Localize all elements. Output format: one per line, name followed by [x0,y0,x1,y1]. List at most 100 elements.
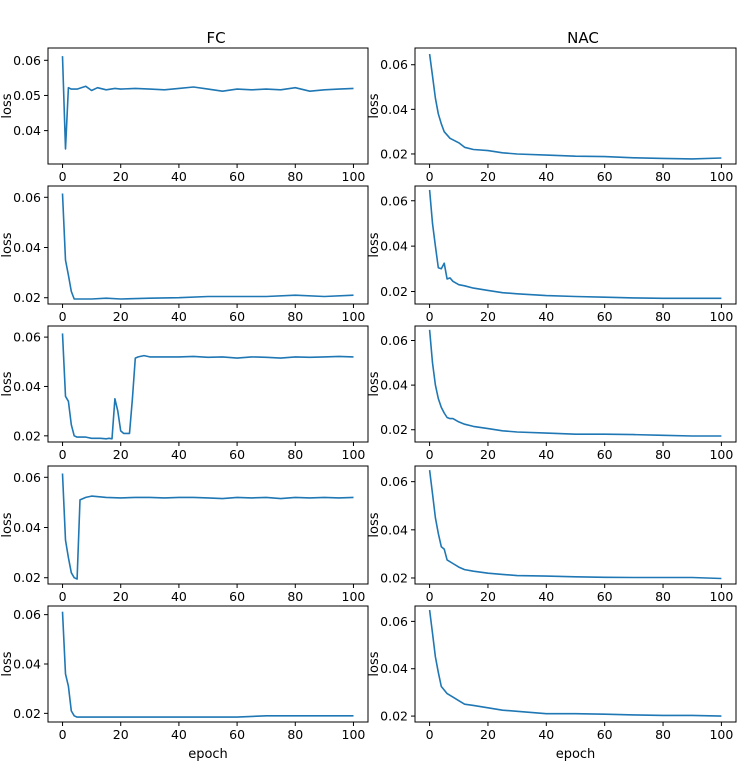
x-tick-label: 20 [480,309,496,324]
y-axis-label: loss [367,232,382,257]
y-axis-label: loss [0,512,15,537]
subplot-5-nac: 0 20 40 60 80 100 0.02 0.04 0.06 loss epoch [367,605,737,762]
y-tick-label: 0.04 [13,379,41,394]
x-tick-label: 40 [538,447,554,462]
loss-series-line [428,189,722,300]
x-tick-label: 100 [709,309,733,324]
axes-frame [414,605,737,723]
y-tick-label: 0.04 [380,522,408,537]
x-tick-label: 100 [709,589,733,604]
y-tick-label: 0.06 [380,474,408,489]
y-tick-label: 0.02 [380,284,408,299]
x-tick-label: 60 [597,309,613,324]
x-tick-label: 60 [229,447,245,462]
axes-frame [47,325,369,443]
y-tick-label: 0.06 [13,607,41,622]
x-tick-label: 100 [342,447,366,462]
x-tick-label: 80 [655,447,671,462]
y-axis-label: loss [0,371,15,396]
loss-series-line [428,329,722,437]
x-tick-label: 20 [113,589,129,604]
subplot-1-nac: 0 20 40 60 80 100 0.02 0.04 0.06 loss [367,47,737,184]
x-tick-label: 80 [287,589,303,604]
x-tick-label: 20 [113,447,129,462]
loss-series-line [61,473,354,580]
y-tick-label: 0.04 [380,102,408,117]
x-tick-label: 60 [229,169,245,184]
loss-series-line [428,609,722,717]
subplot-5-fc: 0 20 40 60 80 100 0.02 0.04 0.06 loss epoch [0,605,369,762]
y-tick-label: 0.05 [13,88,41,103]
x-tick-label: 80 [655,169,671,184]
subplot-4-nac: 0 20 40 60 80 100 0.02 0.04 0.06 loss [367,465,737,604]
x-tick-label: 40 [538,727,554,742]
y-tick-label: 0.02 [380,570,408,585]
x-tick-label: 40 [538,309,554,324]
y-tick-label: 0.06 [13,470,41,485]
subplot-1-fc: 0 20 40 60 80 100 0.04 0.05 0.06 loss [0,47,369,184]
axes-frame [47,185,369,305]
subplot-4-fc: 0 20 40 60 80 100 0.02 0.04 0.06 loss [0,465,369,604]
x-tick-label: 20 [480,727,496,742]
y-tick-label: 0.02 [13,706,41,721]
y-axis-label: loss [367,651,382,676]
x-tick-label: 20 [480,447,496,462]
loss-series-line [61,56,354,150]
y-tick-label: 0.04 [380,239,408,254]
loss-series-line [428,53,722,160]
y-tick-label: 0.02 [380,422,408,437]
x-tick-label: 40 [538,169,554,184]
axes-frame [414,185,737,305]
x-tick-label: 40 [538,589,554,604]
x-tick-label: 40 [171,309,187,324]
x-tick-label: 100 [709,727,733,742]
x-tick-label: 60 [597,727,613,742]
x-axis-label: epoch [556,747,596,762]
y-tick-label: 0.06 [380,614,408,629]
y-axis-label: loss [367,512,382,537]
loss-series-line [61,193,354,300]
axes-frame [47,465,369,585]
subplot-2-fc: 0 20 40 60 80 100 0.02 0.04 0.06 loss [0,185,369,324]
x-tick-label: 60 [229,309,245,324]
x-tick-label: 20 [113,169,129,184]
y-axis-label: loss [0,93,15,118]
y-tick-label: 0.06 [13,53,41,68]
x-tick-label: 80 [655,589,671,604]
y-tick-label: 0.02 [380,709,408,724]
y-axis-label: loss [367,93,382,118]
y-tick-label: 0.02 [380,146,408,161]
x-tick-label: 100 [342,309,366,324]
x-tick-label: 0 [426,727,434,742]
x-tick-label: 0 [59,309,67,324]
y-axis-label: loss [367,371,382,396]
x-tick-label: 0 [426,309,434,324]
subplot-3-fc: 0 20 40 60 80 100 0.02 0.04 0.06 loss [0,325,369,462]
y-tick-label: 0.04 [13,240,41,255]
subplot-grid: 0 20 40 60 80 100 0.04 0.05 0.06 loss 0 20 40 60 80 100… [0,47,737,762]
y-axis-label: loss [0,651,15,676]
x-tick-label: 100 [342,589,366,604]
loss-series-line [428,470,722,580]
column-title-fc: FC [206,29,225,47]
axes-frame [414,465,737,585]
x-tick-label: 60 [229,727,245,742]
y-tick-label: 0.02 [13,290,41,305]
x-tick-label: 60 [597,589,613,604]
axes-frame [414,325,737,443]
y-tick-label: 0.06 [380,333,408,348]
y-axis-label: loss [0,232,15,257]
loss-series-line [61,333,354,440]
x-tick-label: 20 [480,169,496,184]
x-tick-label: 0 [426,169,434,184]
x-tick-label: 40 [171,169,187,184]
x-tick-label: 0 [59,727,67,742]
y-tick-label: 0.06 [380,193,408,208]
axes-frame [47,605,369,723]
x-tick-label: 80 [655,727,671,742]
x-tick-label: 40 [171,589,187,604]
x-tick-label: 80 [287,727,303,742]
y-tick-label: 0.02 [13,428,41,443]
y-tick-label: 0.04 [13,123,41,138]
y-tick-label: 0.04 [380,378,408,393]
